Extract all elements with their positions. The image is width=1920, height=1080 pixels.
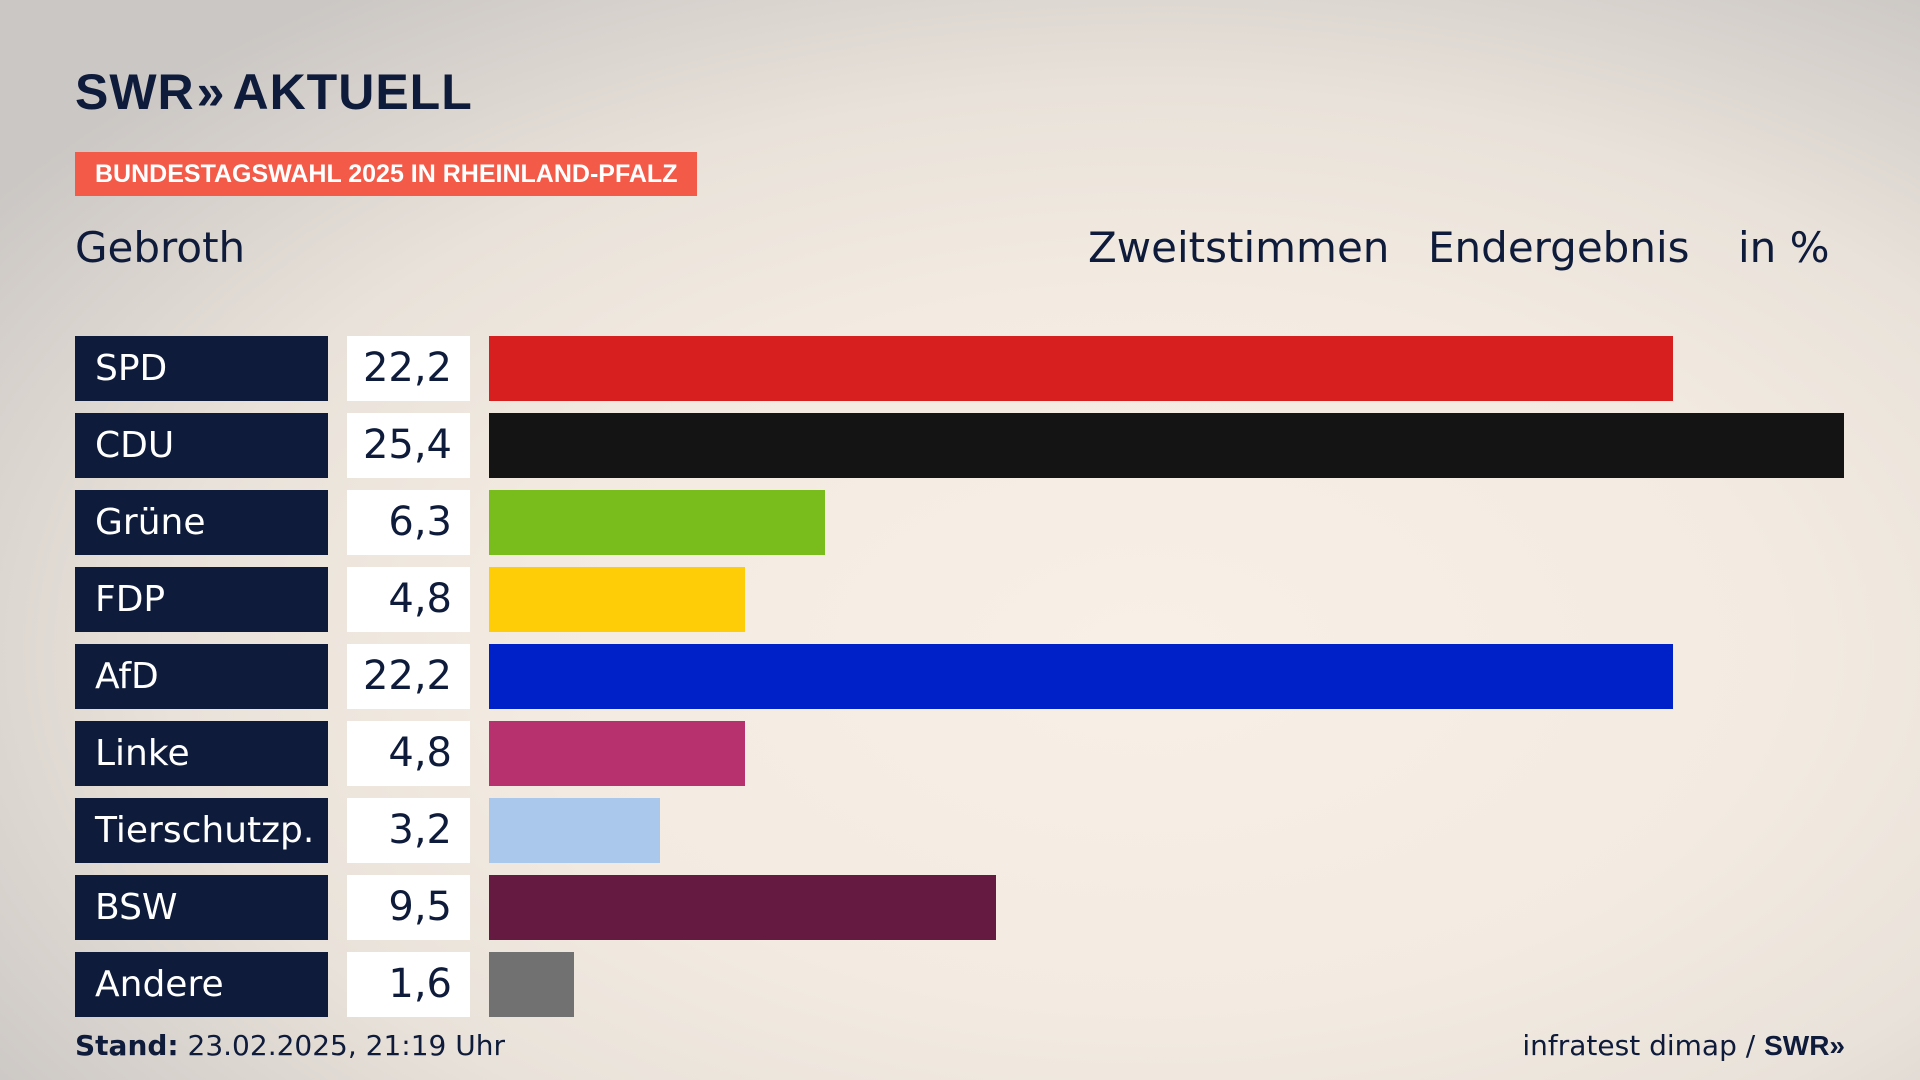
value-label: 4,8: [388, 576, 452, 622]
value-box: 22,2: [347, 336, 470, 401]
party-label: Grüne: [95, 502, 206, 543]
swr-aktuell-logo: SWR» AKTUELL: [75, 62, 473, 122]
value-label: 3,2: [388, 807, 452, 853]
value-label: 4,8: [388, 730, 452, 776]
bar-cdu: [489, 413, 1844, 478]
value-label: 22,2: [362, 653, 452, 699]
value-box: 25,4: [347, 413, 470, 478]
party-label-box: AfD: [75, 644, 328, 709]
party-label-box: Tierschutzp.: [75, 798, 328, 863]
bar-andere: [489, 952, 574, 1017]
bar-linke: [489, 721, 745, 786]
value-box: 4,8: [347, 721, 470, 786]
header-zweitstimmen: Zweitstimmen: [1088, 223, 1390, 272]
stand-value: 23.02.2025, 21:19 Uhr: [187, 1029, 505, 1062]
source-brand: SWR: [1764, 1030, 1830, 1061]
header-unit: in %: [1738, 223, 1830, 272]
party-label: FDP: [95, 579, 166, 620]
footer-timestamp: Stand: 23.02.2025, 21:19 Uhr: [75, 1026, 505, 1066]
party-label-box: CDU: [75, 413, 328, 478]
bar-bsw: [489, 875, 996, 940]
bar-tierschutzp: [489, 798, 660, 863]
logo-aktuell: AKTUELL: [232, 64, 473, 120]
value-box: 3,2: [347, 798, 470, 863]
stand-label: Stand:: [75, 1029, 179, 1062]
election-banner: BUNDESTAGSWAHL 2025 IN RHEINLAND-PFALZ: [75, 152, 698, 196]
party-label-box: Linke: [75, 721, 328, 786]
party-label: SPD: [95, 348, 168, 389]
value-box: 9,5: [347, 875, 470, 940]
value-label: 1,6: [388, 961, 452, 1007]
party-label: AfD: [95, 656, 159, 697]
party-label: BSW: [95, 887, 178, 928]
party-label: CDU: [95, 425, 175, 466]
party-label-box: Andere: [75, 952, 328, 1017]
value-label: 25,4: [362, 422, 452, 468]
source-chevrons-icon: »: [1829, 1030, 1845, 1061]
value-box: 4,8: [347, 567, 470, 632]
source-text: infratest dimap /: [1522, 1029, 1756, 1062]
bar-fdp: [489, 567, 745, 632]
bar-gr-ne: [489, 490, 825, 555]
footer-source: infratest dimap / SWR»: [1522, 1026, 1845, 1066]
party-label-box: SPD: [75, 336, 328, 401]
logo-swr: SWR: [75, 64, 195, 120]
bar-spd: [489, 336, 1673, 401]
value-box: 6,3: [347, 490, 470, 555]
party-label-box: BSW: [75, 875, 328, 940]
value-box: 22,2: [347, 644, 470, 709]
value-box: 1,6: [347, 952, 470, 1017]
party-label-box: FDP: [75, 567, 328, 632]
region-title: Gebroth: [75, 223, 246, 272]
value-label: 6,3: [388, 499, 452, 545]
bar-afd: [489, 644, 1673, 709]
party-label: Tierschutzp.: [95, 810, 315, 851]
value-label: 22,2: [362, 345, 452, 391]
header-endergebnis: Endergebnis: [1428, 223, 1690, 272]
value-label: 9,5: [388, 884, 452, 930]
party-label-box: Grüne: [75, 490, 328, 555]
party-label: Andere: [95, 964, 224, 1005]
party-label: Linke: [95, 733, 190, 774]
